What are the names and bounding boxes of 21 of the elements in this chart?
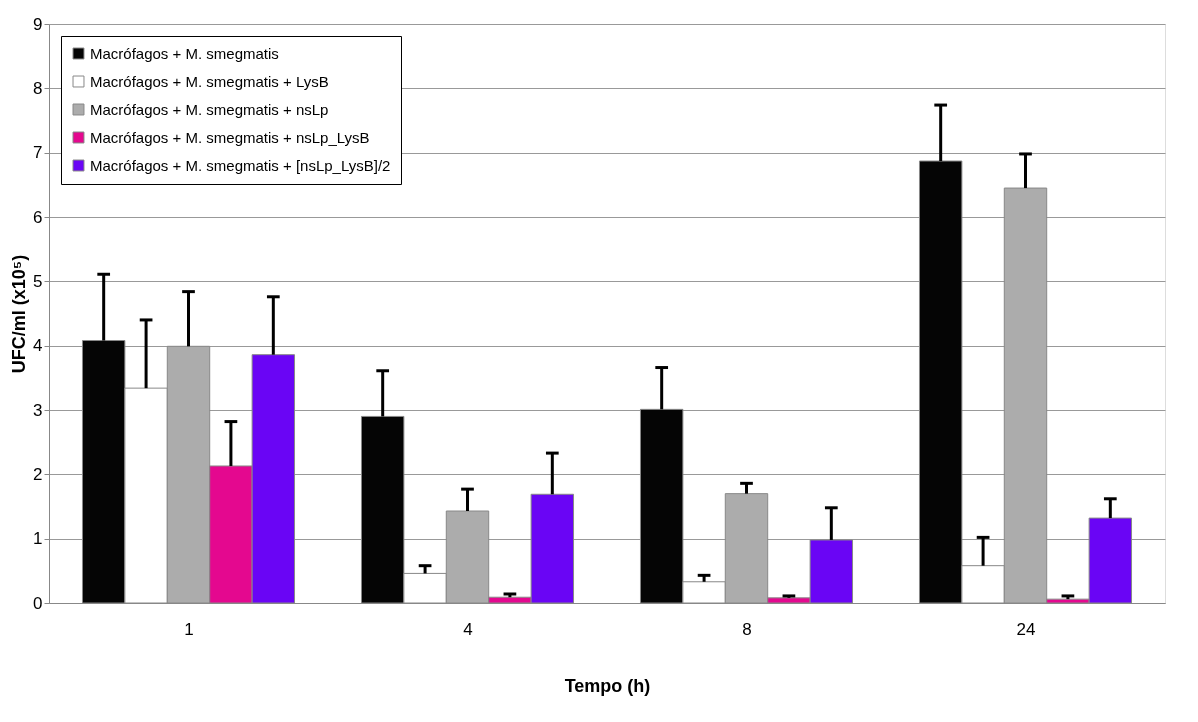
x-tick-label: 24 [1016, 619, 1036, 639]
x-tick-label: 4 [463, 619, 473, 639]
y-tick-label: 1 [33, 529, 43, 549]
y-axis-title: UFC/ml (x10⁵) [9, 254, 30, 374]
y-tick-label: 7 [33, 143, 43, 163]
y-tick-label: 4 [33, 336, 43, 356]
y-tick-label: 6 [33, 207, 43, 227]
y-tick-label: 0 [33, 593, 43, 613]
y-tick-label: 2 [33, 464, 43, 484]
y-tick-label: 5 [33, 271, 43, 291]
legend-label: Macrófagos + M. smegmatis + nsLp_LysB [90, 128, 370, 146]
x-tick-label: 1 [184, 619, 194, 639]
x-tick-label: 8 [742, 619, 752, 639]
y-tick-label: 8 [33, 78, 43, 98]
legend-label: Macrófagos + M. smegmatis + [nsLp_LysB]/2 [90, 156, 391, 174]
y-tick-label: 3 [33, 400, 43, 420]
legend-label: Macrófagos + M. smegmatis [90, 44, 279, 62]
x-axis-title: Tempo (h) [564, 675, 651, 696]
legend-label: Macrófagos + M. smegmatis + nsLp [90, 100, 329, 118]
y-tick-label: 9 [33, 14, 43, 34]
legend-label: Macrófagos + M. smegmatis + LysB [90, 72, 329, 90]
